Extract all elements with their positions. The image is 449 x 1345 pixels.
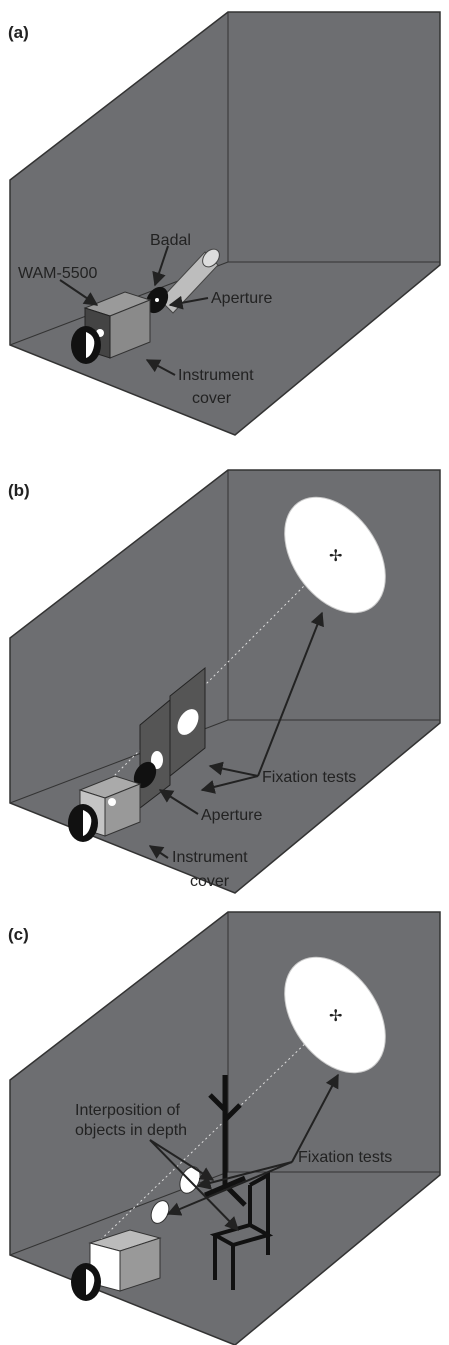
lens [108, 798, 116, 806]
annotation: Instrument [172, 849, 248, 866]
annotation: Badal [150, 232, 191, 249]
panel-label: (a) [8, 23, 29, 42]
annotation: Aperture [201, 807, 262, 824]
panel-label: (b) [8, 481, 30, 500]
annotation: Fixation tests [298, 1149, 392, 1166]
annotation: cover [192, 390, 232, 407]
annotation: WAM-5500 [18, 265, 98, 282]
figure: (a) Badal WAM-5500 Aperture Instrument c… [0, 0, 449, 1345]
target-mark: ✢ [329, 1008, 342, 1025]
annotation: objects in depth [75, 1122, 187, 1139]
aperture-hole [155, 298, 159, 302]
panel-label: (c) [8, 925, 29, 944]
annotation: Instrument [178, 367, 254, 384]
annotation: Interposition of [75, 1102, 181, 1119]
annotation: cover [190, 873, 230, 890]
target-mark: ✢ [329, 548, 342, 565]
annotation: Fixation tests [262, 769, 356, 786]
annotation: Aperture [211, 290, 272, 307]
